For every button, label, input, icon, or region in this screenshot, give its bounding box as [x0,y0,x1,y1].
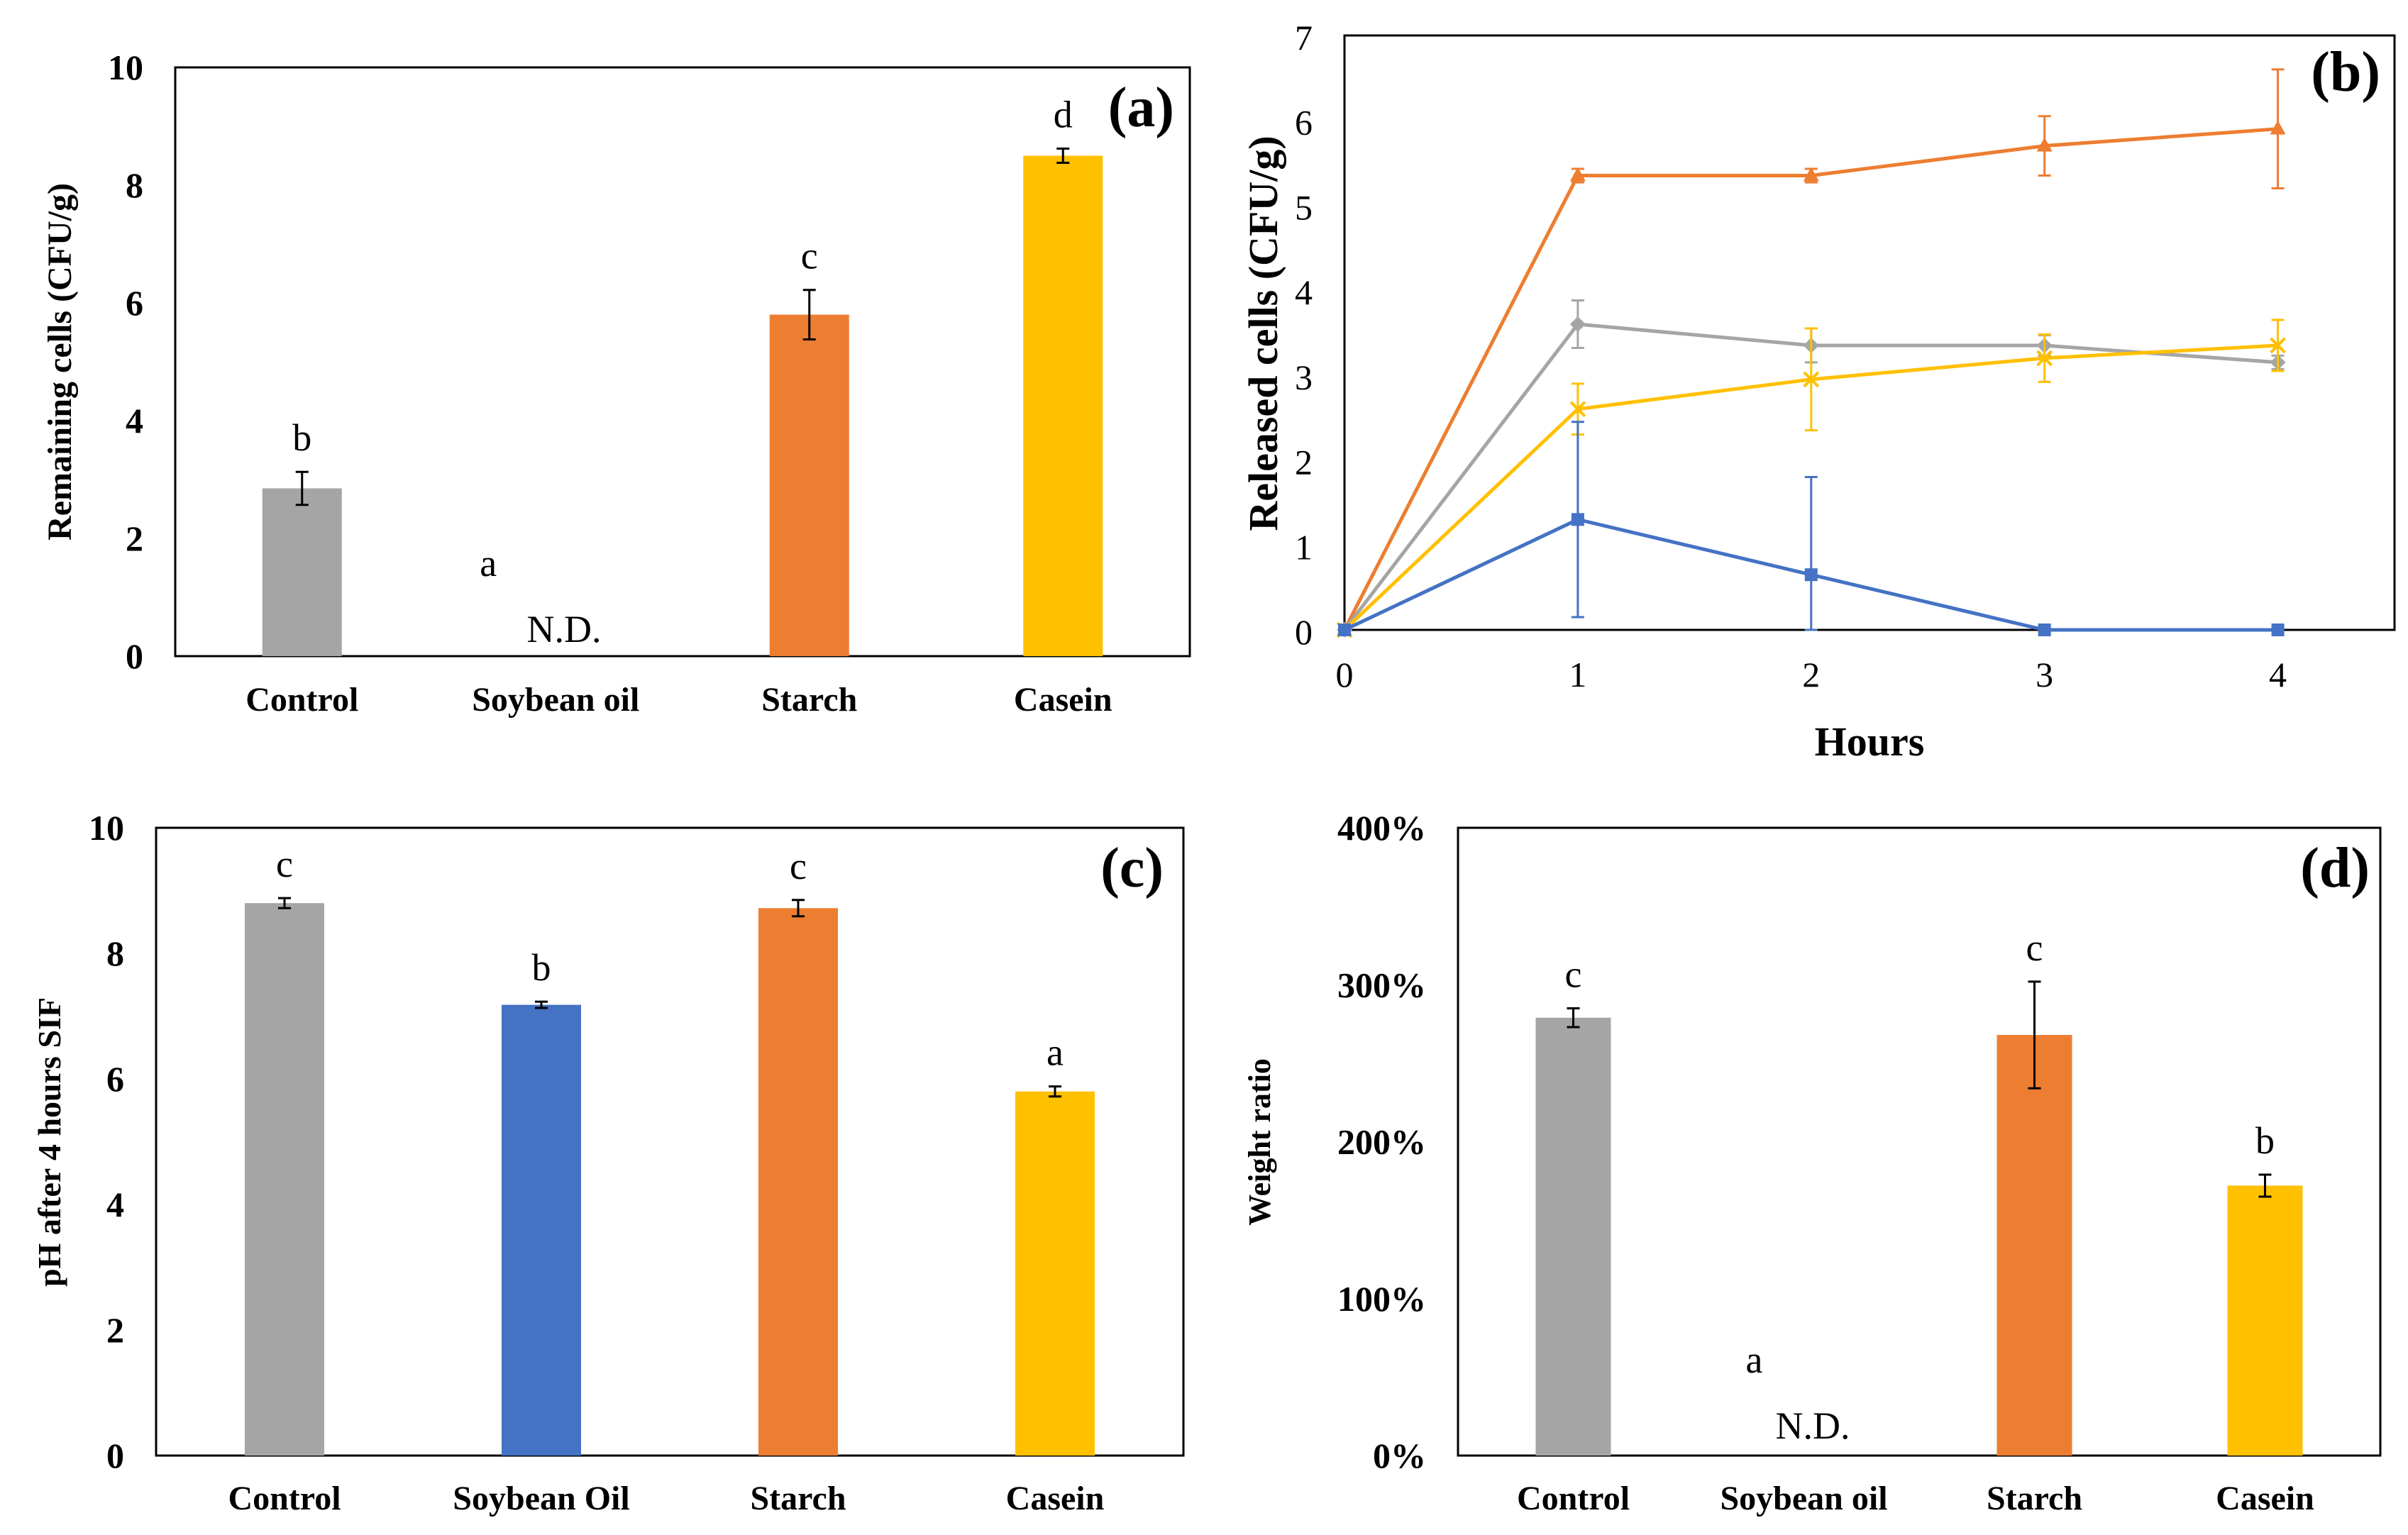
panel-d-category-label: Casein [2216,1480,2314,1517]
panel-b-point-starch [1803,167,1819,182]
panel-c-y-tick-label: 10 [89,808,124,848]
panel-d-category-label: Soybean oil [1720,1480,1887,1517]
panel-a-y-tick-label: 10 [108,48,143,87]
panel-d-significance-letter: a [1746,1339,1763,1381]
panel-b-point-casein [2270,337,2286,354]
panel-c-bar-casein [1015,1091,1095,1456]
panel-b-point-soybean-oil [1804,568,1818,582]
panel-c-category-label: Starch [750,1480,846,1517]
panel-a-bar-control [262,488,342,656]
panel-c-plot-frame [155,826,1185,1457]
panel-d-bar-casein [2227,1185,2303,1456]
panel-a-category-label: Starch [761,681,857,719]
panel-c-category-label: Casein [1006,1480,1105,1517]
panel-b-y-tick-label: 2 [1295,443,1313,482]
panel-d-bar-starch [1996,1035,2072,1456]
panel-c-significance-letter: c [276,843,293,885]
panel-c-significance-letter: b [532,946,551,989]
panel-a-remaining-cells-chart: (a) Remaining cells (CFU/g) 0 2 4 6 8 10 b a c d… [41,48,1191,719]
panel-b-point-soybean-oil [1571,513,1584,526]
panel-a-bar-starch [769,314,849,656]
panel-d-category-label: Control [1517,1480,1630,1517]
panel-d-plot-frame [1457,826,2382,1457]
panel-c-bar-control [245,903,324,1456]
panel-a-y-tick-label: 0 [126,636,143,676]
panel-a-not-detected-label: N.D. [527,608,602,650]
panel-b-x-tick-label: 0 [1336,655,1354,694]
panel-b-label: (b) [2311,41,2380,104]
panel-d-y-tick-label: 0% [1373,1436,1426,1475]
panel-b-point-soybean-oil [1338,624,1351,636]
panel-c-ph-chart: (c) pH after 4 hours SIF 0 2 4 6 8 10 c b c a Co… [31,808,1185,1517]
panel-b-x-axis-label: Hours [1815,719,1925,765]
panel-d-category-label: Starch [1987,1480,2082,1517]
panel-b-plot-frame [1343,34,2396,631]
panel-a-bar-casein [1023,155,1103,656]
panel-c-y-tick-label: 8 [106,933,124,973]
panel-d-bar-control [1535,1017,1611,1456]
panel-d-y-tick-label: 100% [1337,1279,1426,1319]
panel-b-x-tick-label: 3 [2036,655,2053,694]
panel-a-y-tick-label: 6 [126,283,143,323]
panel-d-label: (d) [2300,837,2370,899]
panel-b-released-cells-chart: (b) Released cells (CFU/g) Hours 0 1 2 3 4 5 6… [1240,18,2396,765]
panel-a-y-axis-label: Remaining cells (CFU/g) [41,183,79,541]
panel-b-point-starch [1569,167,1586,182]
panel-c-y-axis-label: pH after 4 hours SIF [31,997,67,1287]
panel-c-category-label: Control [228,1480,341,1517]
panel-c-significance-letter: c [790,845,807,887]
panel-c-y-tick-label: 2 [106,1310,124,1350]
panel-c-bar-starch [758,908,838,1456]
panel-c-label: (c) [1100,837,1164,899]
panel-a-category-label: Soybean oil [472,681,639,719]
panel-a-y-tick-label: 4 [126,401,143,440]
panel-a-y-tick-label: 2 [126,519,143,558]
panel-d-y-tick-label: 400% [1337,808,1426,848]
panel-b-y-tick-label: 1 [1295,527,1313,567]
panel-b-y-tick-label: 4 [1295,272,1313,312]
panel-c-significance-letter: a [1046,1031,1064,1074]
panel-a-significance-letter: a [480,542,497,584]
panel-a-significance-letter: d [1054,94,1073,136]
panel-b-point-soybean-oil [2038,624,2051,636]
panel-a-category-label: Casein [1014,681,1112,719]
panel-b-y-tick-label: 6 [1295,103,1313,143]
panel-c-y-tick-label: 0 [106,1436,124,1475]
panel-d-significance-letter: c [1565,953,1582,995]
panel-b-point-starch [2036,137,2053,152]
panel-d-weight-ratio-chart: (d) Weight ratio 0% 100% 200% 300% 400% c a c b… [1242,808,2382,1517]
panel-b-x-tick-label: 1 [1569,655,1586,694]
panel-a-significance-letter: b [292,416,311,459]
panel-b-point-starch [2270,120,2286,135]
panel-d-not-detected-label: N.D. [1776,1404,1850,1447]
panel-b-x-tick-label: 2 [1802,655,1820,694]
panel-b-x-tick-label: 4 [2269,655,2287,694]
panel-b-point-casein [2036,350,2053,367]
panel-a-plot-frame [174,66,1191,658]
panel-c-category-label: Soybean Oil [453,1480,629,1517]
panel-b-point-control [1569,316,1586,333]
panel-d-significance-letter: c [2026,926,2043,969]
panel-d-y-axis-label: Weight ratio [1242,1058,1277,1226]
panel-b-point-casein [1803,371,1820,388]
panel-c-y-tick-label: 4 [106,1185,124,1224]
panel-d-significance-letter: b [2255,1119,2275,1162]
panel-b-point-casein [1569,401,1586,418]
panel-c-y-tick-label: 6 [106,1059,124,1099]
panel-b-y-tick-label: 7 [1295,18,1313,57]
panel-d-y-tick-label: 300% [1337,965,1426,1004]
panel-b-point-soybean-oil [2271,624,2285,636]
panel-b-y-tick-label: 0 [1295,612,1313,652]
panel-b-y-axis-label: Released cells (CFU/g) [1240,135,1286,531]
panel-a-category-label: Control [245,681,358,719]
panel-a-y-tick-label: 8 [126,165,143,205]
panel-c-bar-soybean-oil [502,1004,581,1456]
panel-a-significance-letter: c [801,235,818,277]
panel-d-y-tick-label: 200% [1337,1122,1426,1162]
panel-a-label: (a) [1108,77,1174,139]
panel-b-y-tick-label: 3 [1295,358,1313,397]
panel-b-y-tick-label: 5 [1295,187,1313,227]
